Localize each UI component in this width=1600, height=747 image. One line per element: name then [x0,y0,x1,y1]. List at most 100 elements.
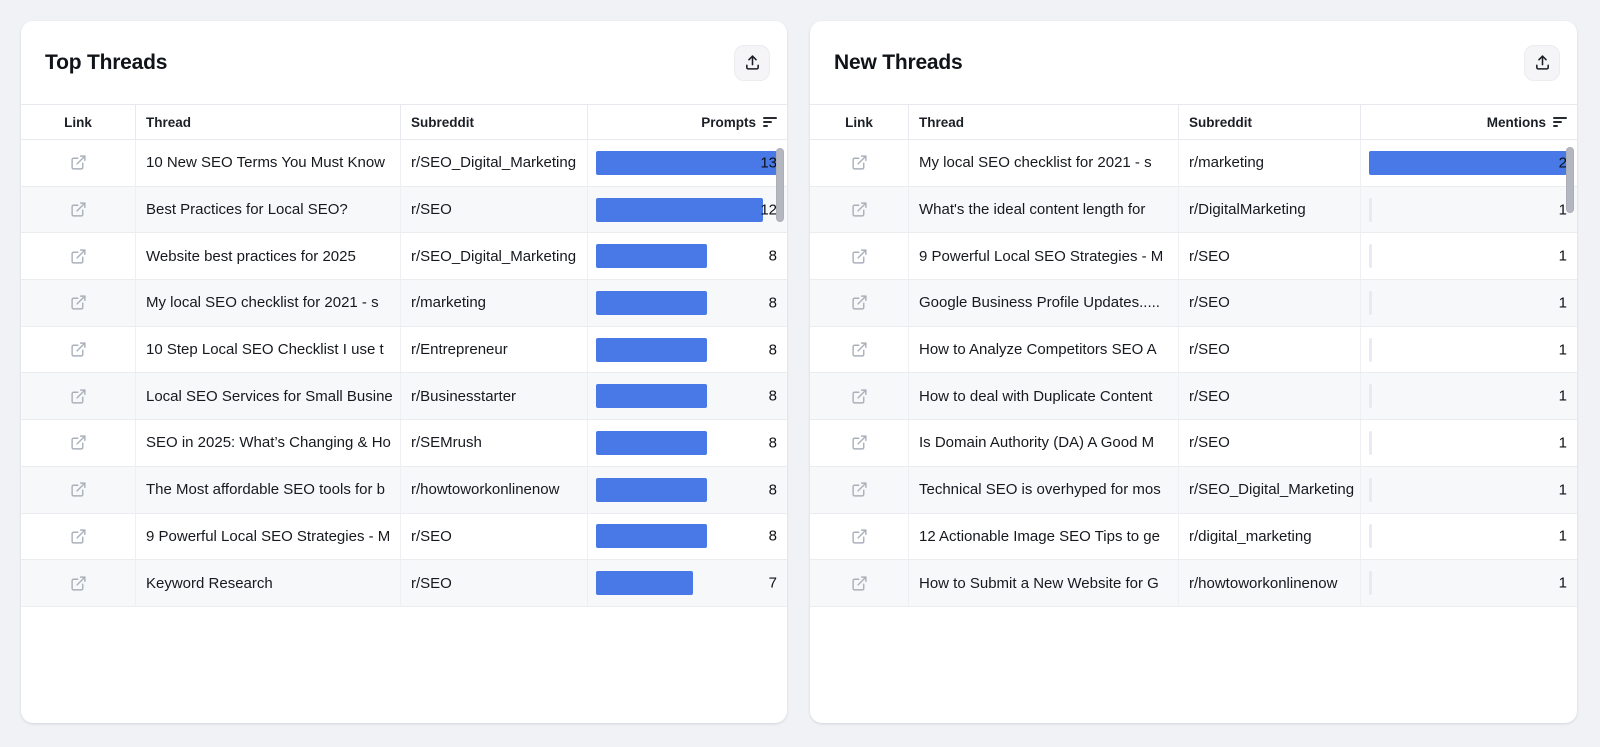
table-header: Link Thread Subreddit Prompts [21,104,787,140]
external-link-button[interactable] [851,201,868,218]
external-link-button[interactable] [851,154,868,171]
subreddit-cell: r/howtoworkonlinenow [1178,560,1360,606]
external-link-button[interactable] [851,528,868,545]
export-button[interactable] [734,44,770,81]
external-link-button[interactable] [70,201,87,218]
metric-cell: 1 [1360,326,1577,373]
table-row: 12 Actionable Image SEO Tips to ge r/dig… [810,513,1577,561]
metric-value: 13 [760,154,777,172]
thread-cell-text: Local SEO Services for Small Busine [146,387,393,405]
metric-bar [1369,197,1372,222]
link-cell [810,560,908,606]
external-link-button[interactable] [70,341,87,358]
external-link-button[interactable] [70,528,87,545]
metric-bar-track [1369,384,1567,409]
link-cell [810,514,908,560]
metric-bar [596,477,708,502]
vertical-scrollbar[interactable] [776,148,784,222]
external-link-button[interactable] [70,154,87,171]
thread-cell-text: 12 Actionable Image SEO Tips to ge [919,527,1160,545]
metric-cell: 8 [587,420,787,466]
subreddit-cell-text: r/SEO [1189,341,1230,359]
link-cell [21,373,135,419]
export-upload-icon [745,55,759,70]
subreddit-cell-text: r/SEO_Digital_Marketing [411,247,577,265]
panel-title: Top Threads [45,50,168,74]
column-header-subreddit: Subreddit [1178,105,1360,139]
table-row: 10 Step Local SEO Checklist I use t r/En… [21,326,787,374]
export-button[interactable] [1524,44,1560,81]
external-link-button[interactable] [70,388,87,405]
table-row: How to deal with Duplicate Content r/SEO… [810,373,1577,421]
thread-cell: My local SEO checklist for 2021 - s [135,280,400,326]
column-header-metric[interactable]: Prompts [587,105,787,139]
link-cell [21,467,135,513]
thread-cell-text: 10 Step Local SEO Checklist I use t [146,341,384,359]
link-cell [21,187,135,233]
thread-cell: 9 Powerful Local SEO Strategies - M [908,233,1178,280]
table-row: Technical SEO is overhyped for mos r/SEO… [810,466,1577,514]
table-row: 9 Powerful Local SEO Strategies - M r/SE… [810,233,1577,281]
metric-bar [1369,477,1372,502]
column-header-link: Link [64,114,92,130]
new-threads-panel: New Threads Link Thread Subreddit Mentio… [810,21,1577,723]
thread-cell: Local SEO Services for Small Busine [135,373,400,420]
column-header-thread: Thread [135,105,400,139]
thread-cell-text: Is Domain Authority (DA) A Good M [919,434,1155,452]
link-cell [810,327,908,373]
external-link-icon [70,155,86,170]
link-cell [810,233,908,279]
metric-bar [596,150,777,175]
metric-value: 1 [1558,247,1567,265]
metric-bar [596,524,708,549]
external-link-button[interactable] [851,481,868,498]
table-row: The Most affordable SEO tools for b r/ho… [21,466,787,514]
metric-bar-track [596,244,777,269]
external-link-icon [70,389,86,404]
external-link-button[interactable] [70,294,87,311]
thread-cell: Google Business Profile Updates..... [908,280,1178,326]
link-cell [21,140,135,186]
metric-value: 8 [768,527,777,545]
external-link-button[interactable] [70,248,87,265]
metric-bar [596,337,708,362]
metric-value: 2 [1558,154,1567,172]
column-header-metric[interactable]: Mentions [1360,105,1577,139]
external-link-button[interactable] [851,248,868,265]
metric-bar [1369,290,1372,315]
thread-cell: 9 Powerful Local SEO Strategies - M [135,513,400,560]
subreddit-cell-text: r/SEO [411,527,452,545]
external-link-button[interactable] [851,434,868,451]
external-link-button[interactable] [851,294,868,311]
subreddit-cell: r/DigitalMarketing [1178,186,1360,233]
external-link-button[interactable] [70,575,87,592]
link-cell [810,467,908,513]
thread-cell: My local SEO checklist for 2021 - s [908,140,1178,186]
link-cell [21,560,135,606]
thread-cell: SEO in 2025: What’s Changing & Ho [135,420,400,466]
metric-bar [596,244,708,269]
link-cell [21,327,135,373]
subreddit-cell: r/howtoworkonlinenow [400,466,587,513]
table-row: How to Submit a New Website for G r/howt… [810,560,1577,607]
column-header-metric-label: Mentions [1486,114,1546,130]
external-link-button[interactable] [70,481,87,498]
metric-cell: 8 [587,513,787,560]
metric-bar [1369,430,1372,455]
external-link-icon [70,529,86,544]
thread-cell-text: How to Analyze Competitors SEO A [919,341,1157,359]
panel-title: New Threads [834,50,963,74]
external-link-button[interactable] [70,434,87,451]
metric-cell: 1 [1360,233,1577,280]
external-link-button[interactable] [851,388,868,405]
subreddit-cell-text: r/DigitalMarketing [1189,201,1306,219]
external-link-button[interactable] [851,575,868,592]
metric-value: 1 [1558,481,1567,499]
external-link-button[interactable] [851,341,868,358]
metric-bar [596,430,708,455]
metric-value: 8 [768,294,777,312]
metric-bar [596,384,708,409]
export-upload-icon [1535,55,1549,70]
vertical-scrollbar[interactable] [1566,147,1574,213]
metric-value: 1 [1558,527,1567,545]
